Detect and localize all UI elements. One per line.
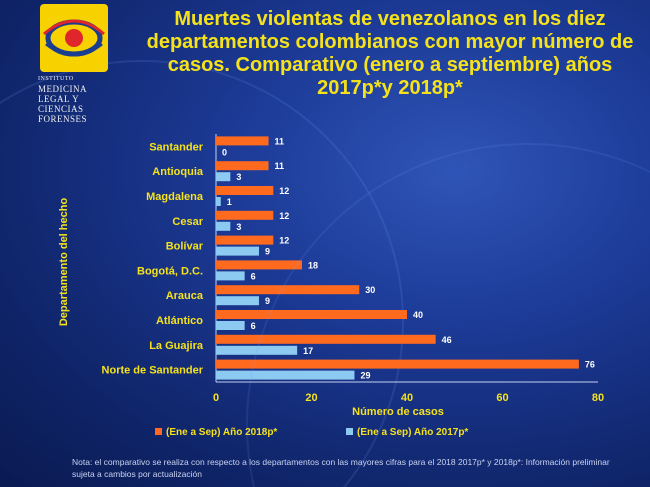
logo-text-line: FORENSES	[38, 114, 88, 124]
category-label: Bolívar	[166, 241, 204, 253]
data-label-2018: 40	[413, 310, 423, 320]
bar-2018	[216, 235, 274, 245]
bar-2017	[216, 345, 298, 355]
footnote: Nota: el comparativo se realiza con resp…	[72, 457, 610, 479]
category-label: Antioquia	[152, 166, 204, 178]
data-label-2018: 11	[275, 136, 285, 146]
logo-wordmark: INSTITUTO MEDICINA LEGAL Y CIENCIAS FORE…	[38, 74, 148, 124]
bar-2017	[216, 197, 221, 206]
eye-icon	[43, 19, 105, 57]
bar-2017	[216, 296, 259, 306]
category-label: Cesar	[172, 216, 203, 228]
data-label-2017: 6	[251, 271, 256, 281]
logo-text-line: LEGAL Y	[38, 94, 80, 104]
data-label-2017: 9	[265, 247, 270, 257]
data-label-2018: 46	[442, 335, 452, 345]
institution-logo: INSTITUTO MEDICINA LEGAL Y CIENCIAS FORE…	[22, 4, 140, 128]
bar-2017	[216, 221, 231, 231]
legend-swatch-2017	[346, 428, 353, 435]
data-label-2017: 1	[227, 197, 232, 207]
bar-2018	[216, 136, 269, 146]
x-tick-label: 80	[592, 392, 604, 404]
bar-2018	[216, 161, 269, 171]
data-label-2018: 12	[279, 236, 289, 246]
data-label-2017: 9	[265, 296, 270, 306]
category-label: La Guajira	[149, 340, 204, 352]
data-label-2018: 11	[275, 161, 285, 171]
data-label-2018: 18	[308, 260, 318, 270]
chart-title: Muertes violentas de venezolanos en los …	[146, 8, 634, 99]
x-tick-label: 0	[213, 392, 219, 404]
data-label-2017: 3	[236, 172, 241, 182]
x-tick-label: 60	[496, 392, 508, 404]
bar-2018	[216, 186, 274, 195]
x-tick-label: 20	[305, 392, 317, 404]
data-label-2018: 76	[585, 360, 595, 370]
data-label-2018: 12	[279, 186, 289, 196]
legend-label-2018: (Ene a Sep) Año 2018p*	[166, 427, 277, 438]
data-label-2017: 29	[360, 371, 370, 381]
x-axis-label: Número de casos	[352, 406, 444, 418]
x-tick-label: 40	[401, 392, 413, 404]
category-label: Magdalena	[146, 191, 204, 203]
logo-text-line: INSTITUTO	[38, 76, 74, 82]
category-label: Arauca	[166, 290, 204, 302]
data-label-2018: 12	[279, 211, 289, 221]
bar-2017	[216, 370, 355, 380]
category-label: Norte de Santander	[102, 365, 204, 377]
bar-2018	[216, 260, 302, 270]
legend-swatch-2018	[155, 428, 162, 435]
bar-2018	[216, 310, 407, 319]
bar-2017	[216, 271, 245, 281]
bar-2017	[216, 246, 259, 256]
data-label-2017: 0	[222, 147, 227, 157]
bar-2017	[216, 321, 245, 330]
data-label-2017: 6	[251, 321, 256, 331]
logo-text-line: MEDICINA	[38, 84, 87, 94]
data-label-2017: 17	[303, 346, 313, 356]
legend-label-2017: (Ene a Sep) Año 2017p*	[357, 427, 468, 438]
category-label: Bogotá, D.C.	[137, 265, 203, 277]
logo-text-line: CIENCIAS	[38, 104, 84, 114]
category-label: Santander	[149, 141, 204, 153]
bar-2017	[216, 172, 231, 182]
category-label: Atlántico	[156, 315, 203, 327]
bar-2018	[216, 285, 360, 295]
data-label-2018: 30	[365, 285, 375, 295]
bar-2018	[216, 334, 436, 344]
bar-2018	[216, 359, 579, 369]
data-label-2017: 3	[236, 222, 241, 232]
bar-2018	[216, 210, 274, 220]
y-axis-label: Departamento del hecho	[58, 198, 70, 327]
logo-badge	[40, 4, 108, 72]
